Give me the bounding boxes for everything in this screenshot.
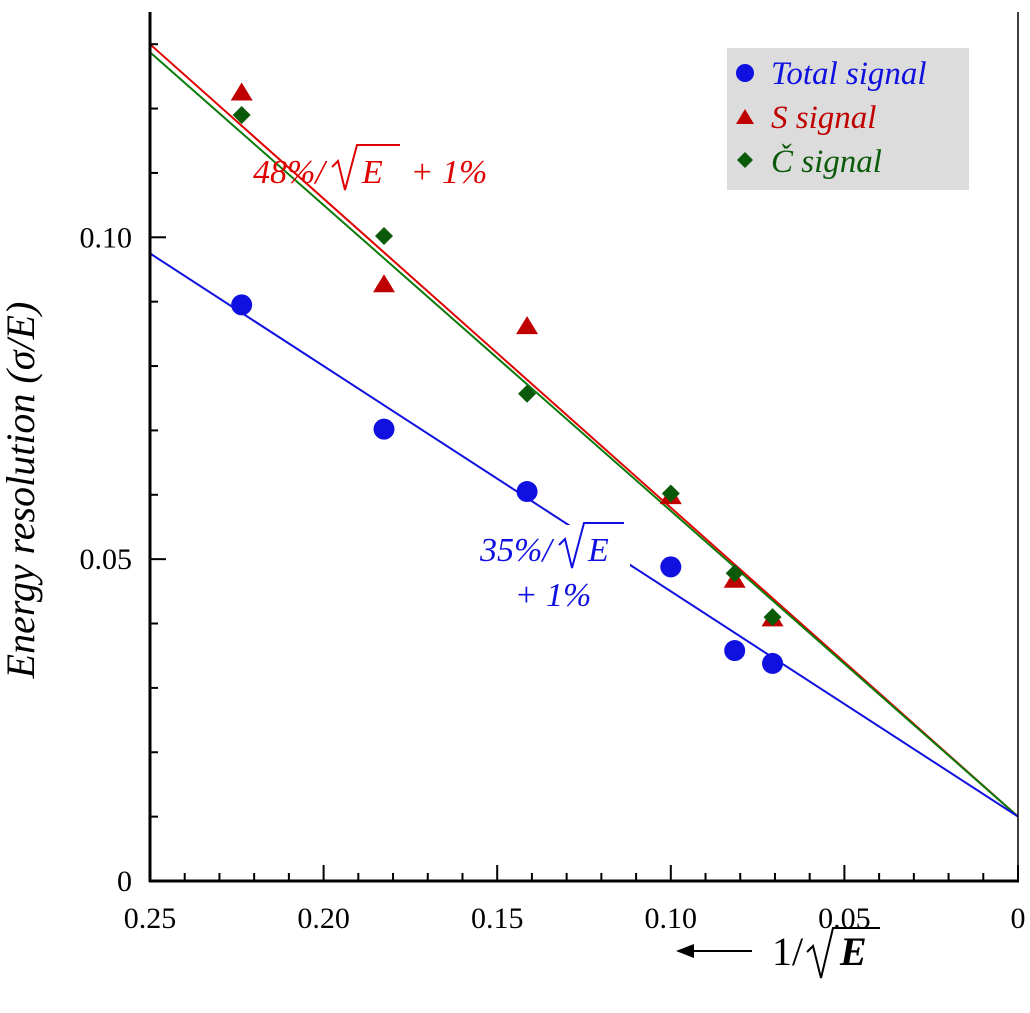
total-signal-point xyxy=(516,481,538,503)
total-signal-point xyxy=(373,418,395,440)
x-axis-title-prefix: 1/ xyxy=(772,929,804,974)
c-signal-point xyxy=(763,608,782,627)
total-signal-point xyxy=(660,556,682,578)
sqrt-icon xyxy=(558,522,624,569)
total-fit-label-bg xyxy=(470,525,630,615)
c-signal-point xyxy=(725,564,744,583)
s-signal-point xyxy=(516,316,539,335)
total-fit-var: E xyxy=(587,532,609,569)
svg-text:1/: 1/ xyxy=(772,929,804,974)
fit-s-line xyxy=(149,43,1019,818)
s-signal-point xyxy=(373,274,396,293)
y-axis-title: Energy resolution (σ/E) xyxy=(0,302,43,680)
y-tick-label: 0.05 xyxy=(80,543,133,576)
fit-c-line xyxy=(149,51,1019,818)
legend-circle-icon xyxy=(736,64,754,82)
c-signal-point xyxy=(375,227,394,246)
legend-box xyxy=(727,48,969,190)
x-axis-title-var: E xyxy=(839,929,867,974)
legend-label-c: Č signal xyxy=(771,142,882,180)
c-signal-point xyxy=(518,384,537,403)
legend-label-s: S signal xyxy=(771,100,876,136)
sqrt-icon xyxy=(331,144,400,191)
s-fit-prefix: 48%/ xyxy=(253,154,328,191)
c-signal-point xyxy=(232,105,251,124)
tick-marks xyxy=(149,43,1019,882)
x-tick-label: 0.25 xyxy=(124,902,177,935)
x-tick-label: 0 xyxy=(1011,902,1026,935)
x-tick-label: 0.10 xyxy=(645,902,698,935)
legend: Total signal S signal Č signal xyxy=(727,48,969,190)
y-tick-label: 0.10 xyxy=(80,221,133,254)
x-tick-label: 0.05 xyxy=(818,902,871,935)
total-signal-point xyxy=(231,294,253,316)
axes xyxy=(148,12,1019,883)
sqrt-icon xyxy=(806,927,880,979)
tick-labels: 0.25 0.20 0.15 0.10 0.05 0 0 0.05 0.10 xyxy=(80,221,1026,935)
c-signal-point xyxy=(661,484,680,503)
total-fit-annotation: 35%/ E + 1% xyxy=(470,522,630,615)
data-markers xyxy=(230,82,784,674)
y-tick-label: 0 xyxy=(117,865,132,898)
legend-triangle-icon xyxy=(736,109,754,124)
s-fit-annotation: 48%/ E + 1% xyxy=(253,144,487,191)
x-axis-title: 1/ E xyxy=(676,927,880,979)
total-fit-line2: + 1% xyxy=(515,577,592,614)
total-signal-point xyxy=(762,652,784,674)
legend-label-total: Total signal xyxy=(771,56,927,92)
s-signal-point xyxy=(230,82,253,101)
total-signal-point xyxy=(724,640,746,662)
x-tick-label: 0.20 xyxy=(297,902,350,935)
s-fit-suffix: + 1% xyxy=(402,154,487,191)
arrow-head-icon xyxy=(676,944,694,958)
total-fit-prefix: 35%/ xyxy=(479,532,555,569)
s-fit-var: E xyxy=(361,154,383,191)
legend-diamond-icon xyxy=(737,152,753,168)
x-tick-label: 0.15 xyxy=(471,902,524,935)
